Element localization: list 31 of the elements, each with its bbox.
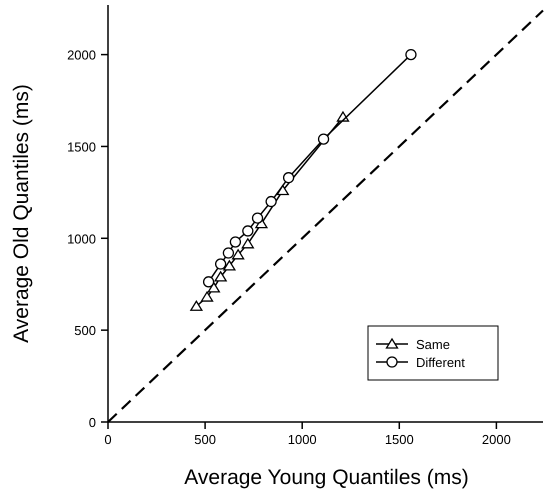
point bbox=[232, 249, 244, 260]
legend-label: Different bbox=[416, 355, 466, 370]
point bbox=[318, 133, 330, 145]
y-tick-label: 500 bbox=[74, 323, 96, 338]
point bbox=[242, 238, 254, 248]
x-tick-label: 0 bbox=[104, 432, 112, 447]
x-axis-title: Average Young Quantiles (ms) bbox=[184, 466, 469, 489]
point bbox=[222, 247, 234, 259]
point bbox=[202, 276, 214, 288]
legend-label: Same bbox=[416, 337, 450, 352]
point bbox=[208, 282, 220, 293]
point bbox=[265, 196, 277, 208]
y-tick-label: 1500 bbox=[67, 139, 96, 154]
point bbox=[200, 291, 214, 302]
y-tick-label: 1000 bbox=[67, 231, 96, 246]
x-tick-label: 2000 bbox=[482, 432, 511, 447]
x-tick-label: 500 bbox=[194, 432, 216, 447]
y-tick-label: 2000 bbox=[67, 48, 96, 63]
point bbox=[242, 225, 254, 237]
point bbox=[223, 260, 236, 271]
point bbox=[282, 172, 294, 184]
point bbox=[230, 236, 242, 248]
y-axis-title: Average Old Quantiles (ms) bbox=[10, 84, 33, 343]
y-tick-label: 0 bbox=[88, 415, 96, 430]
point bbox=[190, 300, 203, 311]
point bbox=[214, 258, 226, 270]
point bbox=[214, 271, 227, 282]
x-tick-label: 1500 bbox=[384, 432, 414, 447]
point bbox=[252, 212, 264, 224]
x-tick-label: 1000 bbox=[288, 432, 317, 447]
point bbox=[405, 48, 417, 60]
